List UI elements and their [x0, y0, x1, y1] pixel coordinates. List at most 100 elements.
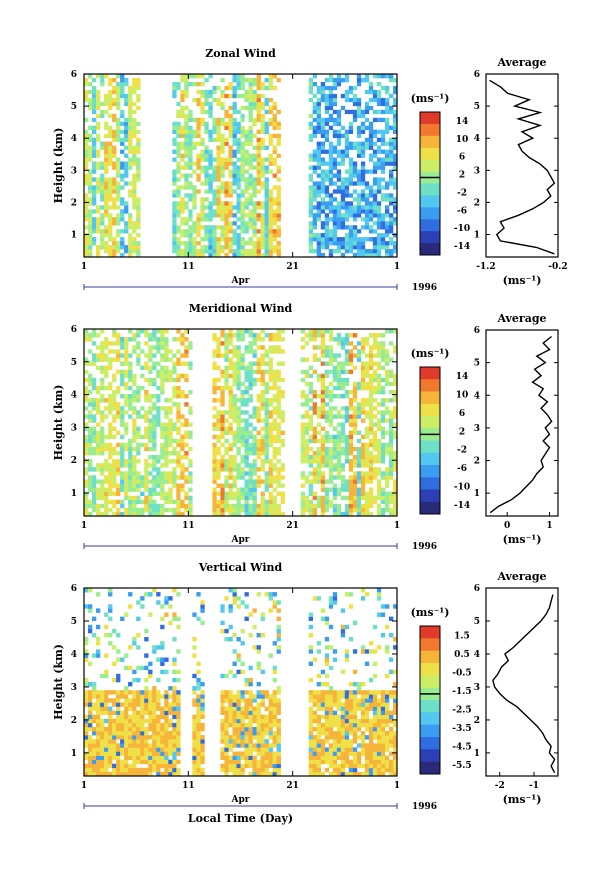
heatmap-cell: [240, 381, 245, 387]
heatmap-cell: [112, 161, 117, 166]
heatmap-cell: [92, 771, 97, 777]
heatmap-cell: [232, 702, 237, 707]
heatmap-cell: [276, 205, 281, 210]
heatmap-cell: [184, 373, 189, 379]
heatmap-cell: [156, 410, 161, 415]
heatmap-cell: [256, 205, 261, 210]
heatmap-cell: [393, 97, 398, 103]
heatmap-cell: [385, 249, 390, 254]
heatmap-cell: [164, 751, 169, 756]
heatmap-cell: [128, 446, 133, 452]
heatmap-cell: [344, 483, 350, 488]
heatmap-cell: [172, 694, 177, 699]
heatmap-cell: [272, 105, 277, 111]
heatmap-cell: [92, 241, 97, 246]
heatmap-cell: [120, 209, 125, 214]
heatmap-cell: [368, 205, 374, 210]
heatmap-cell: [104, 694, 109, 699]
heatmap-cell: [84, 446, 89, 452]
heatmap-cell: [84, 434, 89, 440]
heatmap-cell: [380, 341, 386, 346]
heatmap-cell: [240, 125, 245, 130]
heatmap-cell: [220, 455, 225, 460]
heatmap-cell: [112, 628, 117, 634]
heatmap-cell: [84, 193, 89, 198]
heatmap-cell: [208, 181, 213, 186]
heatmap-cell: [244, 710, 249, 715]
heatmap-cell: [140, 727, 145, 732]
heatmap-cell: [108, 455, 113, 460]
heatmap-cell: [348, 129, 354, 134]
heatmap-cell: [328, 201, 334, 206]
heatmap-cell: [244, 503, 249, 509]
heatmap-cell: [192, 731, 197, 736]
heatmap-cell: [264, 125, 269, 130]
heatmap-cell: [240, 249, 245, 254]
heatmap-cell: [240, 600, 245, 605]
heatmap-cell: [92, 341, 97, 346]
heatmap-cell: [228, 133, 233, 138]
heatmap-cell: [224, 93, 229, 99]
heatmap-cell: [188, 141, 193, 146]
heatmap-cell: [164, 763, 169, 769]
heatmap-cell: [260, 137, 265, 142]
heatmap-cell: [96, 385, 101, 391]
heatmap-cell: [176, 225, 181, 230]
heatmap-cell: [312, 185, 317, 190]
heatmap-cell: [220, 430, 225, 435]
heatmap-cell: [116, 507, 121, 513]
heatmap-cell: [216, 499, 221, 505]
heatmap-cell: [236, 467, 241, 472]
heatmap-cell: [192, 637, 197, 642]
heatmap-cell: [356, 205, 362, 210]
heatmap-cell: [112, 483, 117, 488]
heatmap-cell: [324, 193, 330, 198]
heatmap-cell: [328, 237, 334, 242]
heatmap-cell: [264, 487, 269, 492]
heatmap-cell: [385, 253, 390, 258]
heatmap-cell: [128, 141, 133, 146]
heatmap-cell: [220, 333, 225, 338]
heatmap-cell: [380, 398, 386, 403]
heatmap-cell: [104, 499, 109, 505]
heatmap-cell: [260, 125, 265, 130]
heatmap-cell: [260, 165, 265, 170]
heatmap-cell: [336, 109, 342, 115]
heatmap-cell: [220, 463, 225, 468]
heatmap-cell: [172, 727, 177, 732]
heatmap-cell: [172, 616, 177, 621]
heatmap-cell: [232, 771, 237, 777]
heatmap-cell: [108, 341, 113, 346]
heatmap-cell: [92, 93, 97, 99]
heatmap-cell: [84, 495, 89, 501]
heatmap-cell: [160, 763, 165, 769]
heatmap-cell: [220, 767, 225, 773]
heatmap-cell: [120, 229, 125, 234]
heatmap-cell: [240, 438, 245, 444]
heatmap-cell: [148, 763, 153, 769]
average-y-tick-label: 1: [474, 489, 480, 499]
heatmap-cell: [248, 463, 253, 468]
heatmap-cell: [236, 253, 241, 258]
heatmap-cell: [104, 507, 109, 513]
heatmap-cell: [144, 410, 149, 415]
heatmap-cell: [228, 361, 233, 366]
heatmap-cell: [172, 225, 177, 230]
heatmap-cell: [164, 463, 169, 468]
heatmap-cell: [236, 451, 241, 456]
heatmap-cell: [256, 365, 261, 370]
heatmap-cell: [385, 149, 390, 154]
heatmap-cell: [268, 157, 273, 162]
heatmap-cell: [376, 373, 382, 379]
heatmap-cell: [128, 125, 133, 130]
heatmap-cell: [248, 129, 253, 134]
heatmap-cell: [152, 649, 157, 654]
heatmap-cell: [124, 381, 129, 387]
y-tick-label: 3: [71, 166, 77, 176]
heatmap-cell: [92, 718, 97, 724]
heatmap-cell: [316, 233, 321, 238]
heatmap-cell: [168, 487, 173, 492]
heatmap-cell: [364, 398, 370, 403]
heatmap-cell: [176, 616, 181, 621]
heatmap-cell: [196, 221, 201, 226]
